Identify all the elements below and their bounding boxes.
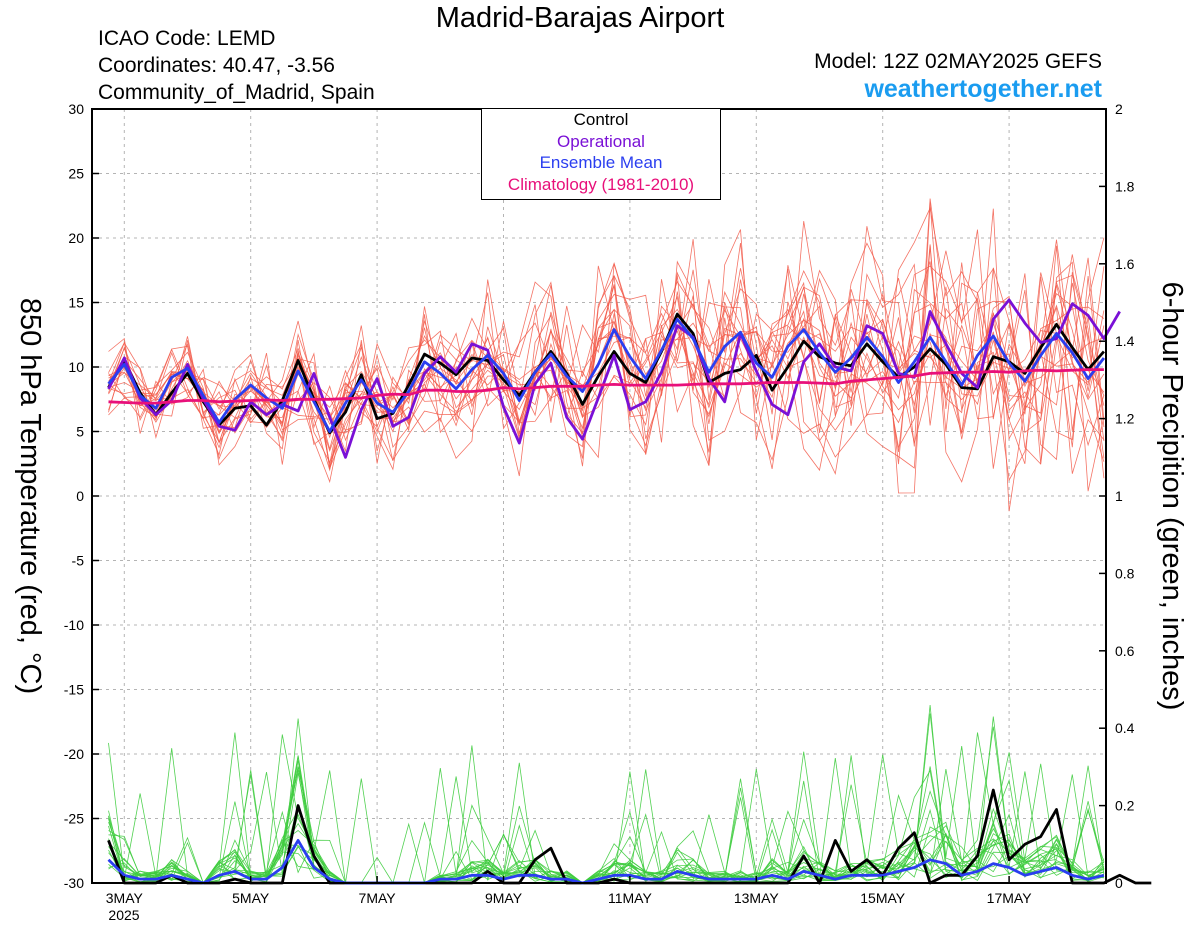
precip-member-line: [108, 772, 1105, 884]
temp-member-line: [108, 261, 1105, 464]
y2-tick-label: 1.4: [1115, 333, 1135, 349]
coordinates: Coordinates: 40.47, -3.56: [98, 54, 335, 77]
precip-member-line: [108, 769, 1104, 884]
legend-item-climatology: Climatology (1981-2010): [507, 174, 695, 194]
temp-operational-line: [107, 298, 1121, 459]
grid-lines: [92, 108, 1106, 884]
y-tick-label: -10: [64, 617, 84, 633]
y2-tick-label: 0.6: [1115, 643, 1135, 659]
temp-member-line: [108, 254, 1105, 470]
y2-tick-label: 1: [1115, 488, 1123, 504]
y-tick-label: 30: [68, 101, 84, 117]
x-tick-label: 13MAY: [734, 890, 780, 906]
legend-item-ensemble-mean: Ensemble Mean: [539, 153, 663, 172]
temp-member-line: [108, 206, 1105, 479]
temp-member-line: [108, 198, 1105, 484]
model-run: Model: 12Z 02MAY2025 GEFS: [814, 50, 1102, 73]
y2-tick-label: 0: [1115, 875, 1123, 891]
temp-ensemble-mean-line: [107, 317, 1106, 433]
y-tick-label: -25: [64, 811, 84, 827]
precip-ensemble-mean-line: [107, 839, 1105, 885]
precip-member-line: [108, 770, 1105, 884]
icao-code: ICAO Code: LEMD: [98, 27, 276, 50]
legend-item-operational: Operational: [557, 131, 645, 151]
x-tick-label: 15MAY: [860, 890, 906, 906]
y-tick-label: -20: [64, 746, 84, 762]
precip-member-line: [108, 751, 1105, 884]
temp-member-line: [108, 244, 1105, 471]
axes: 302520151050-5-10-15-20-25-3021.81.61.41…: [64, 101, 1135, 906]
legend-item-control: Control: [573, 110, 629, 129]
x-tick-label: 3MAY: [106, 890, 144, 906]
x-tick-label: 5MAY: [232, 890, 270, 906]
y2-tick-label: 1.8: [1115, 178, 1135, 194]
temp-climatology-line: [108, 368, 1104, 405]
y-tick-label: 5: [76, 424, 84, 440]
y-tick-label: 15: [68, 295, 84, 311]
ensemble-members: [108, 198, 1105, 884]
temp-control-line: [107, 312, 1105, 435]
chart-title: Madrid-Barajas Airport: [435, 2, 725, 34]
y2-tick-label: 0.4: [1115, 720, 1135, 736]
y2-axis-label: 6-hour Precipition (green, inches): [1156, 282, 1188, 711]
y-tick-label: 20: [68, 230, 84, 246]
precip-member-line: [108, 778, 1104, 884]
precip-member-line: [108, 742, 1105, 884]
y2-tick-label: 2: [1115, 101, 1123, 117]
temp-member-line: [108, 221, 1105, 492]
x-tick-label: 17MAY: [987, 890, 1033, 906]
y2-tick-label: 1.6: [1115, 256, 1135, 272]
y-tick-label: -5: [72, 553, 85, 569]
y2-tick-label: 0.8: [1115, 565, 1135, 581]
x-tick-label: 11MAY: [608, 890, 652, 906]
y-tick-label: -30: [64, 875, 84, 891]
y2-tick-label: 1.2: [1115, 411, 1135, 427]
y2-tick-label: 0.2: [1115, 798, 1135, 814]
y-tick-label: -15: [64, 682, 84, 698]
year-label: 2025: [108, 907, 139, 923]
precip-member-line: [108, 774, 1104, 884]
site-link[interactable]: weathertogether.net: [864, 75, 1102, 103]
y-tick-label: 10: [68, 359, 84, 375]
precip-member-line: [108, 805, 1105, 884]
y-tick-label: 0: [76, 488, 84, 504]
precip-member-line: [108, 769, 1105, 884]
x-tick-label: 9MAY: [485, 890, 523, 906]
legend: Control Operational Ensemble Mean Climat…: [481, 108, 721, 200]
x-tick-label: 7MAY: [359, 890, 397, 906]
y-tick-label: 25: [68, 166, 84, 182]
y-axis-label: 850 hPa Temperature (red, °C): [14, 298, 46, 694]
region: Community_of_Madrid, Spain: [98, 81, 375, 104]
